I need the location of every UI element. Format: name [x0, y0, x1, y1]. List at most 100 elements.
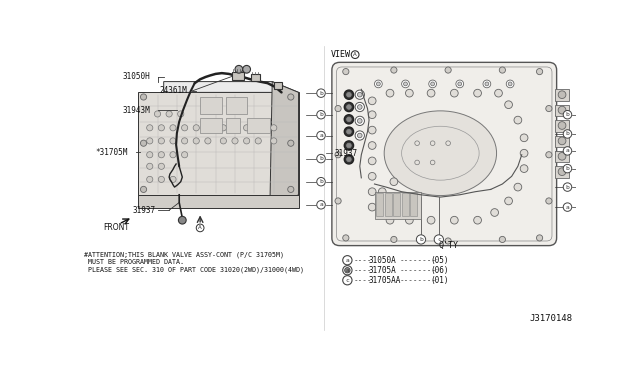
Circle shape	[563, 164, 572, 173]
Circle shape	[428, 217, 435, 224]
Circle shape	[451, 89, 458, 97]
Text: a: a	[346, 258, 349, 263]
Circle shape	[335, 152, 341, 158]
Circle shape	[343, 266, 352, 275]
Circle shape	[335, 198, 341, 204]
Bar	[226, 118, 239, 133]
Circle shape	[376, 82, 380, 86]
Circle shape	[244, 138, 250, 144]
Circle shape	[158, 138, 164, 144]
Polygon shape	[138, 92, 298, 195]
Text: 31937: 31937	[132, 206, 156, 215]
Circle shape	[232, 138, 238, 144]
Circle shape	[558, 106, 566, 114]
Circle shape	[244, 125, 250, 131]
Circle shape	[355, 90, 364, 99]
Circle shape	[546, 106, 552, 112]
Circle shape	[429, 80, 436, 88]
Circle shape	[390, 193, 397, 201]
Bar	[374, 192, 421, 219]
Bar	[232, 71, 244, 80]
Text: a: a	[346, 268, 349, 273]
Circle shape	[182, 125, 188, 131]
Circle shape	[386, 89, 394, 97]
Circle shape	[235, 65, 243, 73]
Circle shape	[158, 163, 164, 169]
Circle shape	[196, 224, 204, 232]
Bar	[385, 193, 392, 217]
Circle shape	[390, 178, 397, 186]
Circle shape	[344, 90, 353, 99]
Circle shape	[406, 217, 413, 224]
Circle shape	[368, 203, 376, 211]
Polygon shape	[164, 81, 298, 92]
Circle shape	[474, 89, 481, 97]
Text: (06): (06)	[430, 266, 449, 275]
Circle shape	[485, 82, 489, 86]
Text: PLEASE SEE SEC. 310 OF PART CODE 31020(2WD)/31000(4WD): PLEASE SEE SEC. 310 OF PART CODE 31020(2…	[84, 266, 304, 273]
Circle shape	[520, 134, 528, 142]
Text: (01): (01)	[430, 276, 449, 285]
Circle shape	[558, 168, 566, 176]
Circle shape	[358, 92, 362, 97]
Circle shape	[170, 176, 176, 183]
Circle shape	[563, 183, 572, 191]
Circle shape	[358, 133, 362, 138]
Circle shape	[147, 125, 153, 131]
Text: (05): (05)	[430, 256, 449, 265]
Circle shape	[232, 125, 238, 131]
Text: a: a	[319, 202, 323, 207]
Circle shape	[140, 94, 147, 100]
Text: #ATTENTION;THIS BLANK VALVE ASSY-CONT (P/C 31705M): #ATTENTION;THIS BLANK VALVE ASSY-CONT (P…	[84, 251, 284, 257]
Text: b: b	[566, 131, 570, 137]
Text: 31705A: 31705A	[368, 266, 396, 275]
Circle shape	[147, 152, 153, 158]
Circle shape	[406, 89, 413, 97]
Circle shape	[428, 89, 435, 97]
Circle shape	[508, 82, 512, 86]
Circle shape	[179, 217, 186, 224]
Circle shape	[288, 186, 294, 192]
Bar	[200, 97, 222, 114]
Text: b: b	[566, 166, 570, 171]
Text: c: c	[437, 237, 441, 242]
Bar	[200, 118, 222, 133]
Circle shape	[344, 141, 353, 150]
Text: 24361M: 24361M	[159, 86, 187, 95]
Text: ----: ----	[353, 266, 372, 275]
Circle shape	[345, 267, 350, 273]
Text: FRONT: FRONT	[103, 224, 129, 232]
Circle shape	[456, 80, 463, 88]
Circle shape	[520, 165, 528, 173]
Circle shape	[170, 125, 176, 131]
Circle shape	[558, 153, 566, 160]
Circle shape	[205, 138, 211, 144]
Text: 31937: 31937	[334, 149, 357, 158]
Circle shape	[355, 131, 364, 140]
Bar	[555, 89, 569, 101]
Circle shape	[288, 140, 294, 146]
Circle shape	[317, 131, 325, 140]
Bar	[555, 135, 569, 147]
Circle shape	[451, 217, 458, 224]
Text: *31705M: *31705M	[95, 148, 128, 157]
Circle shape	[514, 116, 522, 124]
Circle shape	[170, 152, 176, 158]
Circle shape	[317, 110, 325, 119]
Circle shape	[147, 176, 153, 183]
Circle shape	[140, 140, 147, 146]
Circle shape	[344, 115, 353, 124]
Bar	[555, 166, 569, 178]
Text: 31050H: 31050H	[123, 73, 150, 81]
Circle shape	[505, 197, 513, 205]
Circle shape	[344, 155, 353, 164]
Circle shape	[220, 138, 227, 144]
Circle shape	[499, 236, 506, 243]
Bar	[250, 74, 260, 81]
Circle shape	[386, 217, 394, 224]
Circle shape	[563, 147, 572, 155]
Circle shape	[343, 68, 349, 75]
Bar	[393, 193, 400, 217]
Circle shape	[158, 176, 164, 183]
Circle shape	[368, 126, 376, 134]
